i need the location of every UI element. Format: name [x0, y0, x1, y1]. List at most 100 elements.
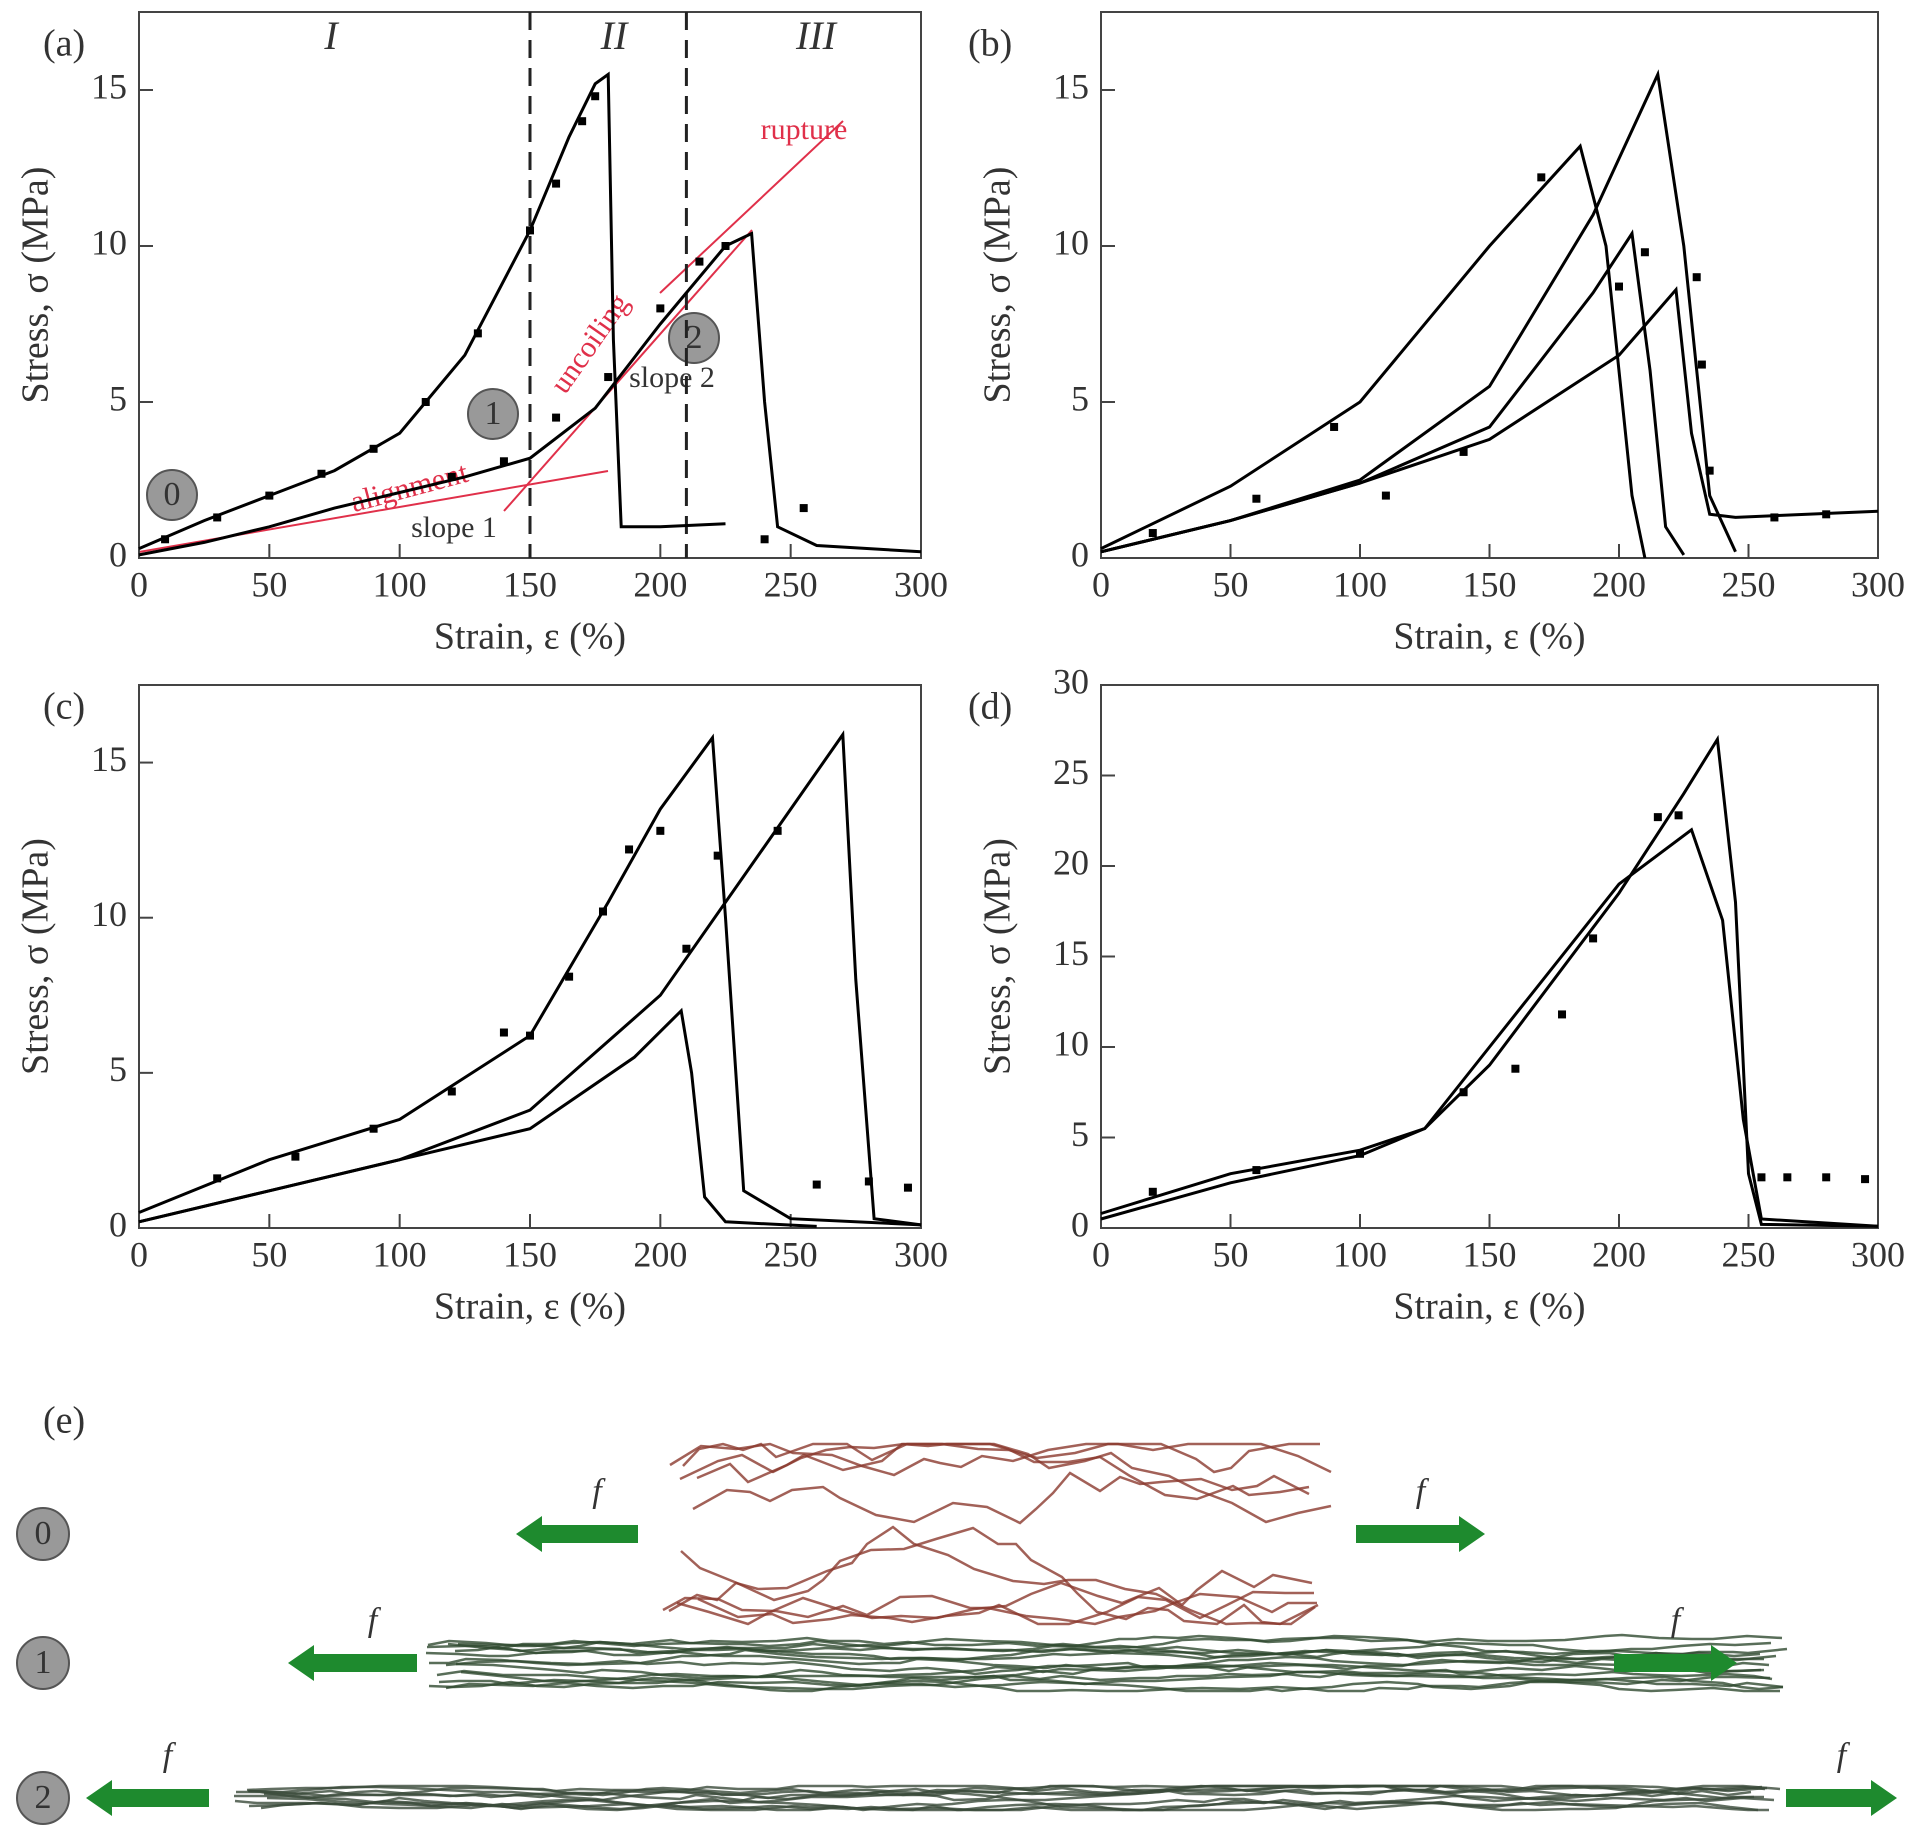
polymer-chain	[234, 1787, 1764, 1812]
data-point	[1615, 282, 1623, 291]
force-arrow	[86, 1780, 209, 1816]
x-tick-label: 50	[1213, 1234, 1249, 1274]
data-point	[682, 944, 691, 953]
data-point	[213, 513, 222, 522]
data-point	[1148, 1187, 1157, 1196]
data-point	[1252, 494, 1261, 503]
polymer-chain	[692, 1471, 1310, 1525]
data-point	[213, 1174, 222, 1183]
x-tick-label: 0	[1092, 1234, 1110, 1274]
region-label: II	[600, 13, 629, 58]
x-tick-label: 250	[1722, 1234, 1776, 1274]
force-label: f	[592, 1473, 606, 1510]
state-label: 0	[35, 1515, 52, 1552]
x-tick-label: 300	[894, 1234, 948, 1274]
x-tick-label: 100	[373, 1234, 427, 1274]
data-point	[369, 1124, 378, 1133]
force-arrow	[1614, 1645, 1737, 1681]
y-tick-label: 5	[109, 1049, 127, 1089]
plot-frame	[1100, 684, 1879, 1229]
x-axis-label: Strain, ε (%)	[1393, 616, 1585, 658]
polymer-chain	[436, 1669, 1773, 1693]
chart: 0 50 100 150 200 250 300 0 5 10 15 Strain, ε (%) Str…	[968, 11, 1905, 658]
curve	[138, 730, 922, 1227]
y-tick-label: 15	[91, 739, 127, 779]
y-tick-label: 25	[1053, 752, 1089, 792]
x-tick-label: 200	[633, 564, 687, 604]
force-label: f	[368, 1602, 382, 1639]
panel-label: (e)	[43, 1400, 85, 1442]
curve	[138, 71, 726, 550]
polymer-chain	[680, 1526, 1319, 1626]
data-point	[1770, 513, 1779, 522]
rupture-line	[659, 120, 844, 294]
plot-frame	[138, 684, 922, 1229]
state-label: 1	[485, 395, 502, 432]
polymer-chain	[676, 1569, 1313, 1626]
data-point	[1783, 1173, 1792, 1182]
data-point	[695, 257, 704, 266]
data-point	[760, 535, 769, 544]
y-tick-label: 0	[1071, 534, 1089, 574]
data-point	[161, 535, 170, 544]
data-point	[713, 851, 722, 860]
polymer-chain	[669, 1442, 1332, 1477]
data-point	[1459, 1088, 1468, 1097]
polymer-chain	[455, 1661, 1784, 1689]
x-tick-label: 250	[1722, 564, 1776, 604]
polymer-chain	[246, 1784, 1755, 1803]
chart: 0 50 100 150 200 250 300 0 5 10 15 20 25 30 Strain, ε …	[968, 661, 1905, 1327]
y-tick-label: 10	[1053, 222, 1089, 262]
y-tick-label: 15	[91, 66, 127, 106]
data-point	[526, 1031, 534, 1040]
x-tick-label: 150	[1463, 1234, 1517, 1274]
curve	[1100, 69, 1737, 554]
data-point	[1640, 248, 1649, 257]
data-point	[799, 504, 808, 513]
panel-label: (a)	[43, 23, 85, 65]
data-point	[591, 92, 600, 101]
data-point	[552, 179, 561, 188]
force-arrow	[1786, 1780, 1897, 1816]
x-tick-label: 100	[1333, 564, 1387, 604]
x-tick-label: 50	[251, 564, 287, 604]
y-tick-label: 0	[109, 534, 127, 574]
x-axis-label: Strain, ε (%)	[1393, 1286, 1585, 1328]
curve	[138, 231, 922, 557]
state-marker	[16, 1507, 70, 1561]
state-marker	[16, 1636, 70, 1690]
y-axis-label: Stress, σ (MPa)	[15, 167, 57, 404]
x-tick-label: 300	[894, 564, 948, 604]
force-label: f	[1671, 1602, 1685, 1639]
data-point	[447, 1087, 456, 1096]
data-point	[552, 413, 561, 422]
y-tick-label: 5	[109, 378, 127, 418]
x-tick-label: 300	[1851, 564, 1905, 604]
data-point	[598, 907, 607, 916]
data-point	[1511, 1064, 1520, 1073]
x-axis-label: Strain, ε (%)	[434, 1286, 626, 1328]
x-tick-label: 50	[251, 1234, 287, 1274]
y-tick-label: 15	[1053, 933, 1089, 973]
x-tick-label: 150	[503, 564, 557, 604]
curve	[138, 733, 922, 1227]
data-point	[1381, 491, 1390, 500]
data-point	[1356, 1149, 1364, 1158]
polymer-chain	[425, 1645, 1761, 1663]
data-point	[1330, 422, 1339, 431]
state-label: 2	[686, 319, 703, 356]
state-label: 0	[164, 476, 181, 513]
data-point	[317, 469, 326, 478]
curve	[138, 1007, 817, 1228]
data-point	[812, 1180, 821, 1189]
annotation: rupture	[761, 113, 848, 146]
polymer-chain	[445, 1659, 1762, 1676]
polymer-chain	[438, 1671, 1780, 1693]
data-point	[565, 972, 574, 981]
data-point	[1861, 1175, 1870, 1184]
panel-e: (e) f f 0 f f 1 f f 2	[16, 1400, 1897, 1825]
x-tick-label: 50	[1213, 564, 1249, 604]
y-axis-label: Stress, σ (MPa)	[15, 838, 57, 1075]
force-arrow	[288, 1645, 417, 1681]
